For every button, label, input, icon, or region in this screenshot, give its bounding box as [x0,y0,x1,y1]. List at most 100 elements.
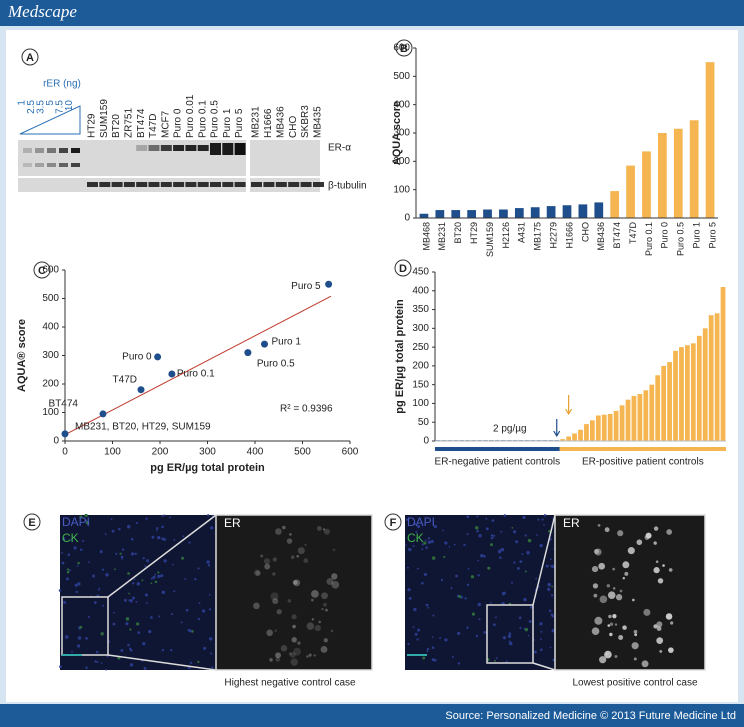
zoom-panel [216,515,372,670]
nucleus [77,582,81,586]
y-tick-label: 300 [42,350,59,361]
nucleus [535,577,538,580]
bar [435,210,445,218]
nucleus [117,527,121,531]
bar [625,399,631,441]
nucleus [519,560,523,564]
nucleus [130,552,135,556]
er-signal [316,526,322,531]
nucleus [533,650,537,654]
er-signal [634,633,638,637]
bar [661,365,667,441]
nucleus [61,561,65,565]
nucleus [431,556,436,560]
er-band [148,145,160,151]
x-tick-label: Puro 0.1 [644,222,654,256]
nucleus [527,538,532,543]
nucleus [416,567,419,570]
tubulin-band [234,182,246,187]
zoom-label: ER [563,516,580,530]
micrograph [60,515,216,670]
nucleus [490,543,494,547]
er-signal [291,555,295,559]
er-signal [606,584,610,588]
nucleus [407,588,411,592]
x-tick-label: Puro 1 [692,222,702,249]
stain-label: CK [407,531,424,545]
x-tick-label: 0 [62,447,68,458]
zoom-box [486,604,534,664]
ladder-band [71,148,80,153]
er-signal [323,602,327,607]
nucleus [144,565,147,568]
nucleus [100,662,103,665]
bar [590,420,595,441]
nucleus [551,564,555,569]
nucleus [521,553,524,556]
nucleus [158,615,161,618]
er-signal [627,547,635,555]
er-signal [291,637,297,643]
er-signal [304,543,307,547]
y-tick-label: 400 [393,99,410,110]
bar [643,390,649,441]
nucleus [79,515,83,519]
er-signal [645,532,652,539]
nucleus [485,527,489,531]
nucleus [102,604,105,607]
nucleus [77,561,80,565]
x-tick-label: H2279 [548,222,558,249]
x-tick-label: CHO [580,222,590,242]
nucleus [120,649,124,653]
zoom-label: ER [224,516,241,530]
bar [655,375,661,441]
bar [584,424,589,441]
nucleus [500,530,503,533]
rer-amount: 1 [17,100,28,106]
x-tick-label: Puro 0 [660,222,670,249]
x-tick-label: SUM159 [485,222,495,257]
er-signal [253,602,260,610]
lane-label: Puro 0.01 [185,94,196,138]
nucleus [507,634,512,638]
bar [631,395,637,441]
nucleus [541,518,544,521]
er-signal [270,592,279,601]
nucleus [416,638,419,641]
nucleus [510,581,514,584]
zoom-line [532,662,556,671]
nucleus [413,607,417,612]
tubulin-band [87,182,98,187]
nucleus [494,659,496,662]
nucleus [424,539,427,542]
er-signal [274,629,278,632]
x-tick-label: H2126 [501,222,511,249]
y-tick-label: 600 [42,265,59,276]
nucleus [430,539,434,544]
nucleus [119,552,122,555]
nucleus [407,547,412,552]
lane-label: CHO [288,116,299,138]
panel-letter-circle [395,39,413,57]
lane-label: H1666 [263,108,274,138]
lane-label: BT20 [111,114,122,138]
nucleus [422,656,426,660]
nucleus [499,556,502,559]
er-signal [653,541,657,545]
er-signal [263,558,271,565]
nucleus [188,541,191,544]
nucleus [182,535,185,538]
bar [696,335,702,441]
nucleus [125,622,129,626]
er-signal [614,655,618,658]
nucleus [194,578,197,581]
nucleus [111,529,115,533]
tubulin-band [173,182,185,187]
nucleus [498,549,502,553]
tubulin-band [136,182,148,187]
band-label: β-tubulin [328,181,367,192]
tubulin-band [222,182,234,187]
x-tick-label: 100 [104,447,121,458]
y-tick-label: 0 [53,436,59,447]
er-signal [604,650,612,659]
